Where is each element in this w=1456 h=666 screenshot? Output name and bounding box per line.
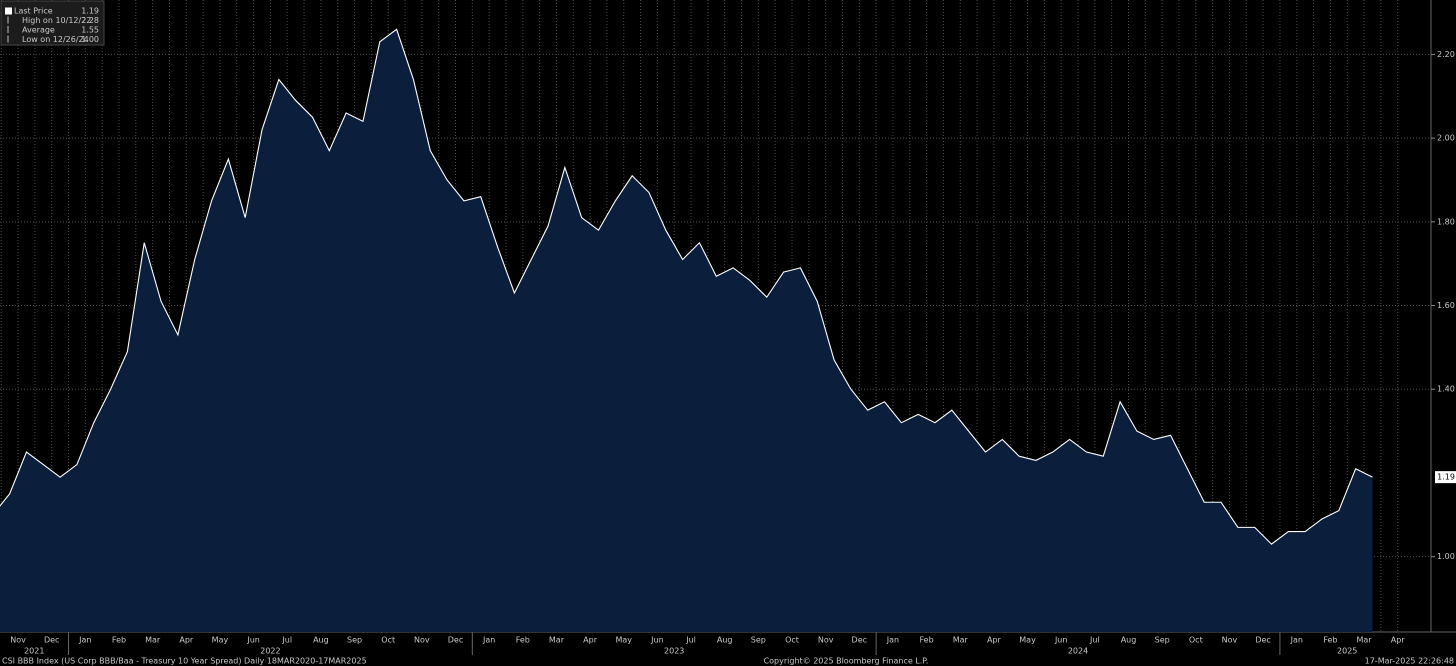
x-tick-label: Sep: [1155, 636, 1170, 645]
area: [0, 29, 1373, 632]
x-tick-label: Dec: [448, 636, 463, 645]
legend-box: [0, 0, 105, 46]
legend-value: 2.28: [81, 16, 99, 25]
x-tick-label: Jun: [650, 636, 664, 645]
x-tick-label: Dec: [1255, 636, 1270, 645]
legend-label: Last Price: [14, 7, 53, 16]
x-tick-label: Nov: [414, 636, 430, 645]
timestamp: 17-Mar-2025 22:26:48: [1365, 657, 1454, 666]
x-group-label: 2021: [24, 647, 44, 656]
x-tick-label: Jul: [281, 636, 292, 645]
x-tick-label: Jun: [246, 636, 260, 645]
x-tick-label: Apr: [179, 636, 194, 645]
y-tick-label: 2.00: [1437, 134, 1455, 143]
x-tick-label: Mar: [953, 636, 969, 645]
legend-value: 1.00: [81, 35, 99, 44]
x-tick-label: Feb: [1323, 636, 1337, 645]
x-tick-label: Feb: [920, 636, 934, 645]
x-tick-label: Jan: [482, 636, 495, 645]
y-tick-label: 1.60: [1437, 301, 1455, 310]
x-tick-label: Feb: [516, 636, 530, 645]
x-tick-label: Dec: [44, 636, 59, 645]
y-tick-label: 1.40: [1437, 385, 1455, 394]
legend-label: High on 10/12/22: [22, 16, 91, 25]
legend-value: 1.19: [81, 7, 99, 16]
line: [0, 28, 1373, 545]
x-tick-label: Sep: [751, 636, 766, 645]
last-price-label: 1.19: [1437, 473, 1455, 482]
x-group-label: 2023: [664, 647, 684, 656]
y-tick-label: 2.20: [1437, 50, 1455, 59]
x-group-label: 2024: [1068, 647, 1088, 656]
x-tick-label: Nov: [818, 636, 834, 645]
x-tick-label: Apr: [987, 636, 1002, 645]
last-price-tag: [1435, 471, 1456, 484]
x-tick-label: Nov: [1222, 636, 1238, 645]
x-tick-label: Jan: [886, 636, 899, 645]
x-tick-label: Apr: [1391, 636, 1406, 645]
legend-label: Low on 12/26/24: [22, 35, 89, 44]
x-tick-label: Feb: [112, 636, 126, 645]
x-tick-label: Dec: [852, 636, 867, 645]
plot: [0, 28, 1373, 632]
x-tick-label: Mar: [1357, 636, 1373, 645]
legend-swatch: [5, 7, 12, 15]
x-tick-label: Aug: [1121, 636, 1137, 645]
x-tick-label: May: [1019, 636, 1036, 645]
x-tick-label: Aug: [313, 636, 329, 645]
x-tick-label: Sep: [347, 636, 362, 645]
x-tick-label: Jul: [1089, 636, 1100, 645]
x-group-label: 2025: [1337, 647, 1357, 656]
legend-value: 1.55: [81, 26, 99, 35]
x-tick-label: Aug: [717, 636, 733, 645]
x-tick-label: May: [615, 636, 632, 645]
x-tick-label: Jan: [1290, 636, 1303, 645]
x-tick-label: Jan: [78, 636, 91, 645]
x-tick-label: Oct: [1189, 636, 1203, 645]
chart-title: CSI BBB Index (US Corp BBB/Baa - Treasur…: [2, 657, 367, 666]
x-tick-label: Mar: [145, 636, 161, 645]
x-group-label: 2022: [260, 647, 280, 656]
x-tick-label: May: [212, 636, 229, 645]
x-tick-label: Nov: [10, 636, 26, 645]
x-tick-label: Apr: [583, 636, 598, 645]
x-tick-label: Oct: [381, 636, 395, 645]
x-tick-label: Jul: [685, 636, 696, 645]
y-tick-label: 1.80: [1437, 217, 1455, 226]
legend-label: Average: [22, 26, 55, 35]
x-tick-label: Oct: [785, 636, 799, 645]
x-tick-label: Mar: [549, 636, 565, 645]
y-tick-label: 1.00: [1437, 552, 1455, 561]
x-tick-label: Jun: [1054, 636, 1068, 645]
copyright: Copyright© 2025 Bloomberg Finance L.P.: [764, 657, 929, 666]
